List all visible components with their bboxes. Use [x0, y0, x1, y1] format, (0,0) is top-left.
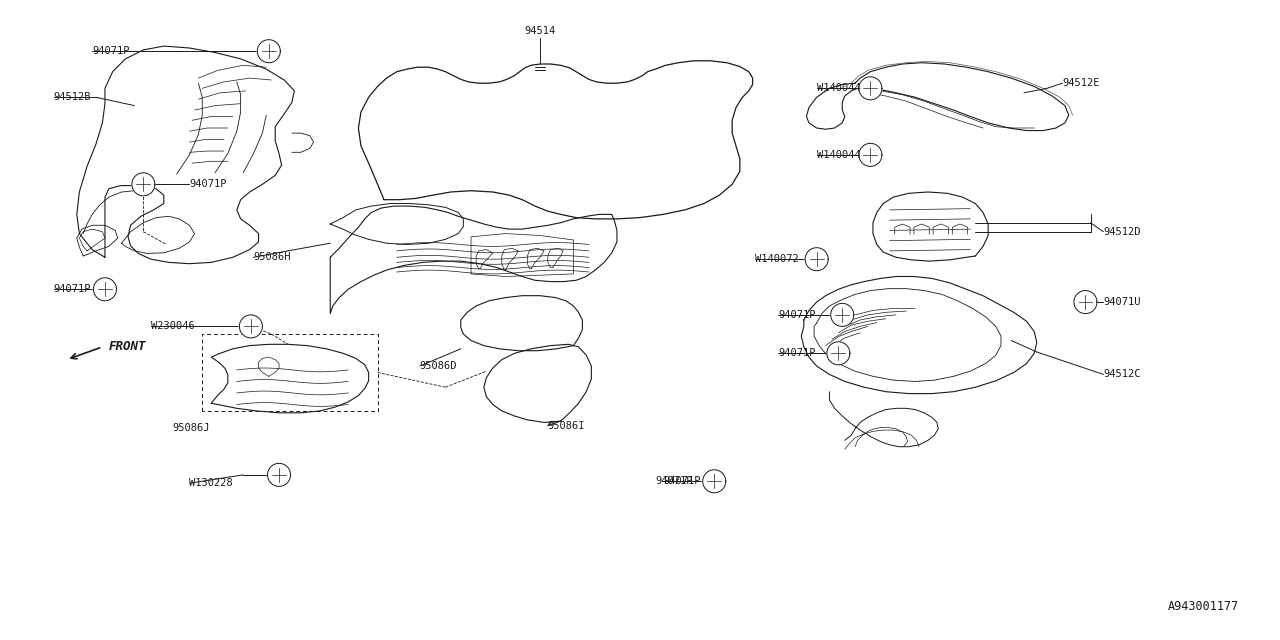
Text: 95086H: 95086H — [253, 252, 291, 262]
Text: 94071P: 94071P — [778, 348, 815, 358]
Text: FRONT: FRONT — [109, 340, 146, 353]
Text: A943001177: A943001177 — [1167, 600, 1239, 613]
Polygon shape — [268, 463, 291, 486]
Polygon shape — [859, 143, 882, 166]
Text: W230046: W230046 — [151, 321, 195, 332]
Polygon shape — [703, 470, 726, 493]
Text: 94071U: 94071U — [1103, 297, 1140, 307]
Polygon shape — [805, 248, 828, 271]
Polygon shape — [831, 303, 854, 326]
Text: 94512D: 94512D — [1103, 227, 1140, 237]
Text: 94071P: 94071P — [778, 310, 815, 320]
Text: W140044: W140044 — [817, 83, 860, 93]
Text: 94512E: 94512E — [1062, 78, 1100, 88]
Text: 94071P: 94071P — [655, 476, 692, 486]
Text: 94512B: 94512B — [54, 92, 91, 102]
Text: 94071P: 94071P — [189, 179, 227, 189]
Polygon shape — [239, 315, 262, 338]
Polygon shape — [827, 342, 850, 365]
Polygon shape — [1074, 291, 1097, 314]
Polygon shape — [132, 173, 155, 196]
Text: 94071P: 94071P — [663, 476, 700, 486]
Text: W140072: W140072 — [755, 254, 799, 264]
Text: 95086D: 95086D — [420, 361, 457, 371]
Text: 95086I: 95086I — [548, 420, 585, 431]
Polygon shape — [93, 278, 116, 301]
Text: 94514: 94514 — [525, 26, 556, 36]
Text: 95086J: 95086J — [173, 422, 210, 433]
Text: 94071P: 94071P — [92, 46, 129, 56]
Text: W130228: W130228 — [189, 478, 233, 488]
Polygon shape — [257, 40, 280, 63]
Text: W140044: W140044 — [817, 150, 860, 160]
Text: 94512C: 94512C — [1103, 369, 1140, 380]
Polygon shape — [859, 77, 882, 100]
Text: 94071P: 94071P — [54, 284, 91, 294]
